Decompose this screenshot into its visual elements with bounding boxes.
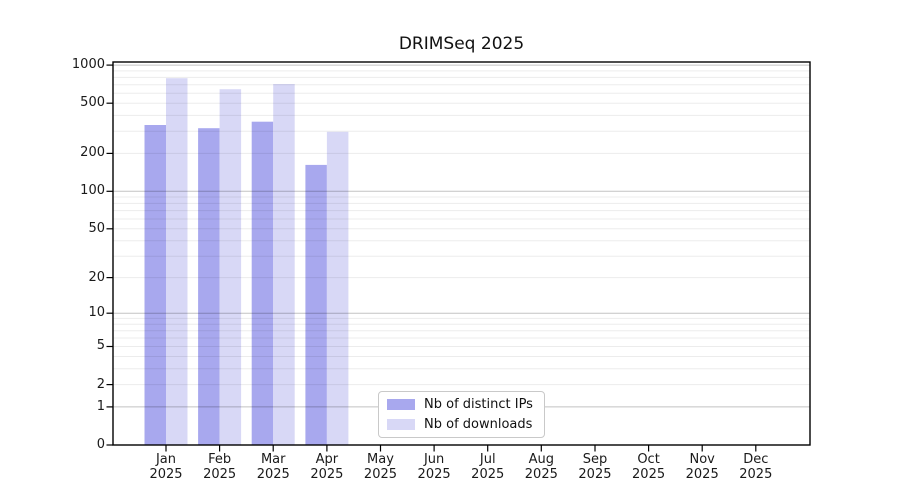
x-tick-label: May 2025	[363, 452, 398, 482]
chart-title: DRIMSeq 2025	[398, 34, 525, 54]
y-tick-label: 20	[88, 269, 105, 285]
legend-label-downloads: Nb of downloads	[424, 417, 533, 432]
y-tick-label: 5	[96, 338, 105, 354]
x-tick-label: Jun 2025	[417, 452, 451, 482]
y-tick-label: 50	[88, 220, 105, 236]
y-tick-label: 10	[88, 305, 105, 321]
y-tick-label: 200	[80, 145, 105, 161]
y-tick-label: 500	[80, 95, 105, 111]
bar-jan-downloads	[166, 78, 188, 445]
x-tick-label: Oct 2025	[632, 452, 666, 482]
plot-frame	[112, 61, 811, 446]
legend-swatch-downloads	[387, 419, 415, 430]
bar-feb-downloads	[219, 89, 242, 445]
y-tick-label: 1	[96, 398, 105, 414]
bar-mar-downloads	[273, 84, 295, 445]
y-tick-label: 100	[80, 183, 105, 199]
legend: Nb of distinct IPs Nb of downloads	[378, 391, 545, 438]
legend-item-distinct-ips: Nb of distinct IPs	[387, 397, 536, 412]
x-tick-label: Dec 2025	[739, 452, 773, 482]
legend-label-distinct-ips: Nb of distinct IPs	[424, 397, 533, 412]
x-tick-label: Apr 2025	[310, 452, 344, 482]
x-tick-label: Aug 2025	[524, 452, 558, 482]
y-tick-label: 1000	[71, 57, 105, 73]
bar-mar-ips	[251, 121, 274, 445]
x-tick-label: Jan 2025	[149, 452, 183, 482]
legend-item-downloads: Nb of downloads	[387, 417, 536, 432]
x-tick-label: Mar 2025	[256, 452, 290, 482]
bar-apr-downloads	[326, 131, 349, 446]
x-tick-label: Feb 2025	[203, 452, 237, 482]
bar-feb-ips	[198, 128, 220, 445]
y-tick-label: 2	[96, 376, 105, 392]
x-tick-label: Sep 2025	[578, 452, 612, 482]
x-tick-label: Jul 2025	[471, 452, 505, 482]
bar-apr-ips	[305, 164, 327, 445]
y-tick-label: 0	[96, 437, 105, 452]
legend-swatch-distinct-ips	[387, 399, 415, 410]
bar-jan-ips	[144, 125, 166, 445]
x-tick-label: Nov 2025	[685, 452, 719, 482]
